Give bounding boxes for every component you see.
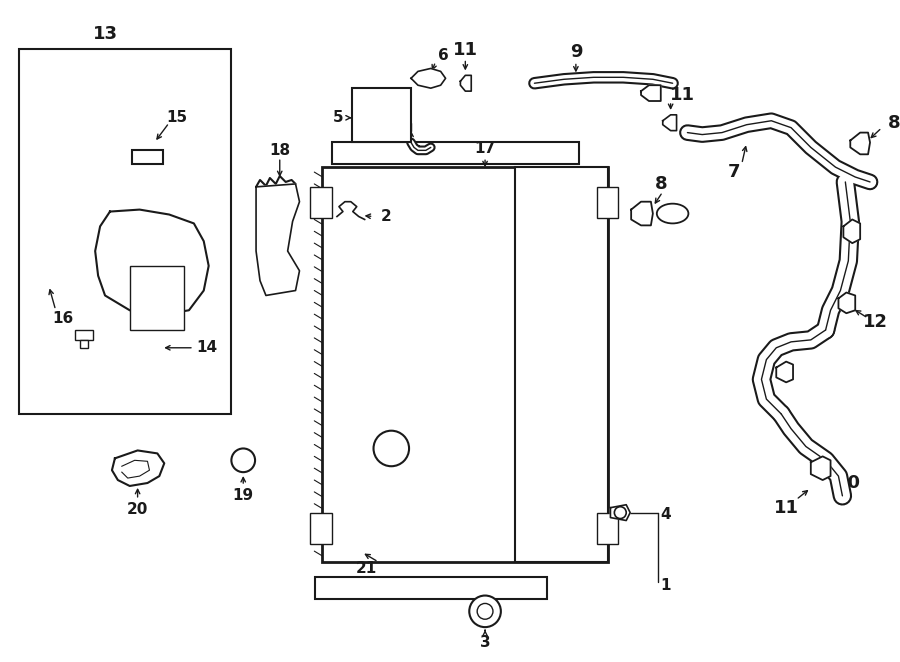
Text: 11: 11	[774, 498, 798, 516]
Polygon shape	[839, 293, 855, 313]
Circle shape	[231, 448, 255, 472]
Text: 9: 9	[570, 42, 582, 61]
Text: 7: 7	[727, 163, 740, 181]
Text: 12: 12	[862, 313, 887, 331]
Text: 10: 10	[836, 474, 860, 492]
Text: 6: 6	[438, 48, 449, 63]
Text: 1: 1	[661, 578, 671, 593]
Bar	[310, 187, 332, 218]
Polygon shape	[411, 68, 446, 88]
Polygon shape	[610, 504, 630, 520]
Bar	[515, 167, 608, 562]
Circle shape	[477, 604, 493, 619]
Circle shape	[374, 431, 410, 466]
Text: 18: 18	[269, 143, 291, 158]
Text: 8: 8	[654, 175, 667, 193]
Polygon shape	[850, 132, 870, 154]
Bar	[597, 512, 618, 544]
Bar	[597, 187, 618, 218]
Polygon shape	[631, 202, 652, 225]
Bar	[80, 340, 88, 348]
Polygon shape	[461, 75, 472, 91]
Text: 5: 5	[333, 111, 343, 125]
Text: 11: 11	[670, 86, 695, 104]
Polygon shape	[95, 210, 209, 315]
Polygon shape	[112, 450, 165, 486]
Text: 8: 8	[887, 114, 900, 132]
Text: 20: 20	[127, 502, 148, 517]
Bar	[131, 150, 163, 164]
Text: 21: 21	[356, 561, 377, 577]
Polygon shape	[811, 456, 831, 480]
Text: 2: 2	[381, 209, 392, 224]
Text: 16: 16	[52, 310, 73, 326]
Text: 14: 14	[196, 340, 217, 355]
Bar	[19, 49, 231, 414]
Text: 3: 3	[480, 636, 491, 651]
Polygon shape	[843, 220, 860, 243]
Polygon shape	[641, 85, 661, 101]
Text: 15: 15	[166, 111, 188, 125]
Text: 13: 13	[93, 25, 118, 43]
Text: 4: 4	[661, 507, 671, 522]
Text: 17: 17	[474, 141, 496, 156]
Polygon shape	[337, 202, 365, 220]
Bar	[76, 330, 94, 340]
Text: 19: 19	[233, 489, 254, 503]
Ellipse shape	[657, 204, 688, 223]
Bar	[332, 142, 579, 164]
Circle shape	[469, 596, 501, 627]
Polygon shape	[662, 115, 677, 130]
Polygon shape	[256, 184, 300, 295]
Circle shape	[615, 506, 626, 518]
Bar	[352, 88, 411, 142]
Bar	[310, 512, 332, 544]
Bar	[322, 167, 608, 562]
Bar	[315, 577, 547, 598]
Polygon shape	[777, 361, 793, 383]
Text: 11: 11	[453, 40, 478, 59]
Bar	[130, 266, 184, 330]
